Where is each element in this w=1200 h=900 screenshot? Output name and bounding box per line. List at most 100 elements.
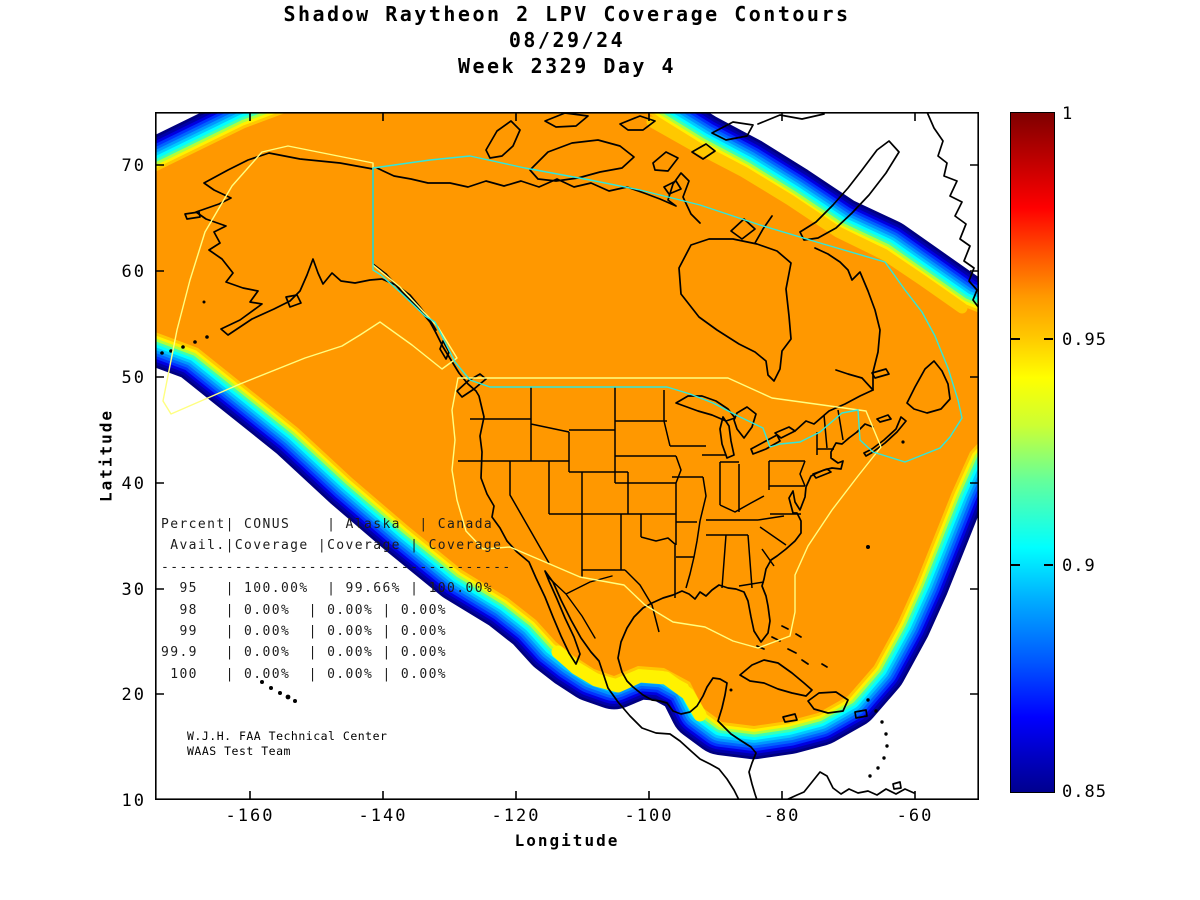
coverage-contour-bands: [155, 112, 979, 726]
y-tick-label: 40: [121, 474, 146, 494]
colorbar-tick-label: 0.95: [1062, 330, 1107, 350]
antilles-dot: [866, 698, 870, 702]
st-lawrence-river: [794, 369, 874, 432]
baffin-island: [799, 140, 900, 241]
puerto-rico: [854, 709, 868, 719]
haida-gwaii: [439, 340, 450, 360]
y-axis-label: Latitude: [96, 408, 116, 503]
conus-region-outline: [451, 377, 882, 649]
antilles-dot: [876, 766, 880, 770]
table-header-row: Avail.|Coverage |Coverage | Coverage: [161, 538, 503, 554]
trinidad: [892, 781, 902, 790]
us-state-borders: [458, 387, 844, 633]
credit-line: W.J.H. FAA Technical Center: [187, 729, 388, 743]
aleutian-island-dot: [160, 351, 164, 355]
island-dots: [160, 300, 905, 778]
jamaica: [782, 713, 798, 723]
colorbar: [1010, 112, 1055, 793]
newfoundland: [906, 360, 951, 414]
antilles-dot: [885, 744, 889, 748]
x-tick-label: -140: [358, 806, 408, 826]
lake-michigan: [719, 416, 735, 459]
chart-week-day: Week 2329 Day 4: [457, 54, 677, 78]
antilles-dot: [882, 756, 886, 760]
hawaii-island-dot: [260, 680, 264, 684]
antilles-dot: [868, 774, 872, 778]
pribilof-island-dot: [202, 300, 206, 304]
y-tick-label: 10: [121, 791, 146, 811]
x-tick-label: -160: [225, 806, 275, 826]
hawaii-island-dot: [293, 699, 297, 703]
x-tick-label: -100: [624, 806, 674, 826]
y-tick-label: 60: [121, 262, 146, 282]
alaska-region-outline: [162, 145, 458, 415]
table-divider: --------------------------------------: [161, 559, 512, 575]
wide-gold-band-northeast: [646, 116, 968, 314]
cuba: [739, 659, 813, 697]
availability-table: Percent| CONUS | Alaska | Canada Avail.|…: [161, 514, 512, 685]
aleutian-island-dot: [181, 345, 185, 349]
melville-peninsula: [754, 215, 773, 244]
hawaii-island-dot: [285, 694, 291, 700]
st-lawrence-island: [184, 211, 201, 220]
devon-island: [711, 121, 754, 141]
coverage-map: [155, 111, 980, 801]
greenland-coastline: [926, 111, 980, 309]
kodiak-island: [285, 294, 302, 308]
southampton-island: [730, 218, 756, 240]
x-axis-label: Longitude: [514, 831, 620, 850]
colorbar-tick-label: 0.9: [1062, 556, 1096, 576]
east-gulf-coastline: [617, 431, 858, 801]
south-america-coastline: [785, 771, 915, 801]
antilles-dot: [884, 732, 888, 736]
x-axis-ticks: [249, 113, 916, 799]
table-row: 99 | 0.00% | 0.00% | 0.00%: [161, 624, 448, 640]
lake-huron: [733, 406, 757, 439]
axes-spines-and-ticks: [155, 112, 980, 801]
y-tick-label: 50: [121, 368, 146, 388]
bahamas: [756, 625, 828, 668]
vancouver-island: [456, 373, 487, 398]
plot-border: [155, 112, 980, 801]
y-axis-ticks: [156, 164, 978, 695]
hawaii-island-dot: [278, 691, 282, 695]
colorbar-tick: [1044, 564, 1053, 566]
table-row: 99.9 | 0.00% | 0.00% | 0.00%: [161, 645, 448, 661]
bathurst-island: [619, 115, 656, 131]
alaska-coastline: [195, 152, 437, 336]
x-tick-label: -120: [491, 806, 541, 826]
bc-coastline: [435, 332, 740, 801]
coastlines: [184, 111, 980, 801]
credit-line: WAAS Test Team: [187, 744, 291, 758]
y-tick-label: 20: [121, 685, 146, 705]
chart-title: Shadow Raytheon 2 LPV Coverage Contours: [283, 2, 851, 26]
long-island: [812, 468, 832, 479]
colorbar-tick: [1044, 338, 1053, 340]
aleutian-island-dot: [205, 335, 209, 339]
bermuda-dot: [866, 545, 870, 549]
king-william-island: [663, 180, 682, 195]
aleutian-island-dot: [193, 340, 197, 344]
lake-erie: [750, 434, 781, 455]
cozumel-dot: [729, 688, 733, 692]
mexico-interior-borders: [547, 575, 613, 639]
colorbar-tick-label: 0.85: [1062, 782, 1107, 802]
colorbar-tick-label: 1: [1062, 104, 1074, 124]
wide-yellow-band-yucatan: [551, 645, 707, 722]
y-tick-label: 70: [121, 156, 146, 176]
chart-date: 08/29/24: [508, 28, 626, 52]
prince-edward-island: [876, 414, 892, 423]
y-tick-label: 30: [121, 580, 146, 600]
antilles-dot: [880, 720, 884, 724]
somerset-island: [691, 143, 716, 160]
table-row: 95 | 100.00% | 99.66% | 100.00%: [161, 581, 494, 597]
labrador-coastline: [814, 247, 881, 391]
canada-region-outline: [372, 155, 963, 463]
hispaniola: [807, 691, 849, 714]
table-row: 100 | 0.00% | 0.00% | 0.00%: [161, 666, 448, 682]
x-tick-label: -80: [763, 806, 801, 826]
hudson-bay: [678, 238, 792, 382]
sable-island-dot: [901, 440, 905, 444]
hawaii-island-dot: [269, 686, 273, 690]
